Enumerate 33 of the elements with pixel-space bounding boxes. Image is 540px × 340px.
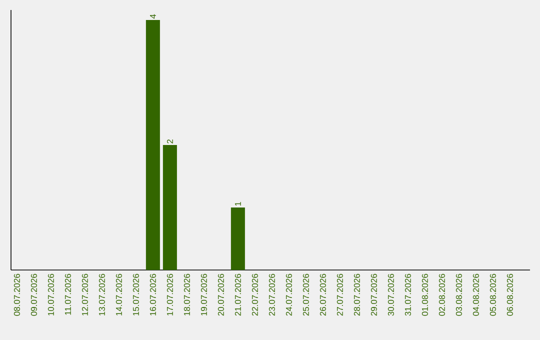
x-tick-label: 22.07.2026 [252,274,258,316]
x-tick-label: 15.07.2026 [132,274,139,316]
x-tick-label: 03.08.2026 [456,274,462,316]
x-tick-label: 27.07.2026 [336,274,343,316]
x-tick-label: 30.07.2026 [388,274,394,316]
x-tick-label: 20.07.2026 [218,274,224,316]
data-label: 1 [235,202,241,206]
x-tick-label: 13.07.2026 [98,274,105,316]
x-tick-label: 23.07.2026 [268,274,275,316]
x-tick-label: 25.07.2026 [302,274,309,316]
x-tick-label: 04.08.2026 [472,274,479,316]
x-tick-label: 01.08.2026 [422,274,428,316]
x-tick-label: 05.08.2026 [490,274,496,316]
x-tick-label: 02.08.2026 [438,274,445,316]
x-tick-label: 28.07.2026 [354,274,360,316]
data-label: 2 [166,140,173,144]
x-tick-label: 24.07.2026 [286,274,292,316]
x-tick-label: 21.07.2026 [234,274,241,316]
x-tick-label: 16.07.2026 [150,274,156,316]
x-tick-label: 06.08.2026 [506,274,513,316]
x-tick-label: 08.07.2026 [14,274,20,316]
x-tick-label: 17.07.2026 [166,274,173,316]
x-tick-label: 26.07.2026 [320,274,326,316]
x-tick-label: 29.07.2026 [370,274,377,316]
x-tick-label: 12.07.2026 [82,274,88,316]
x-tick-label: 14.07.2026 [116,274,122,316]
x-tick-label: 11.07.2026 [64,274,71,315]
x-tick-label: 31.07.2026 [404,274,411,316]
x-tick-label: 18.07.2026 [184,274,190,316]
x-tick-label: 19.07.2026 [200,274,207,316]
data-label: 4 [150,14,156,19]
x-tick-label: 10.07.2026 [48,274,54,316]
x-tick-label: 09.07.2026 [30,274,37,316]
